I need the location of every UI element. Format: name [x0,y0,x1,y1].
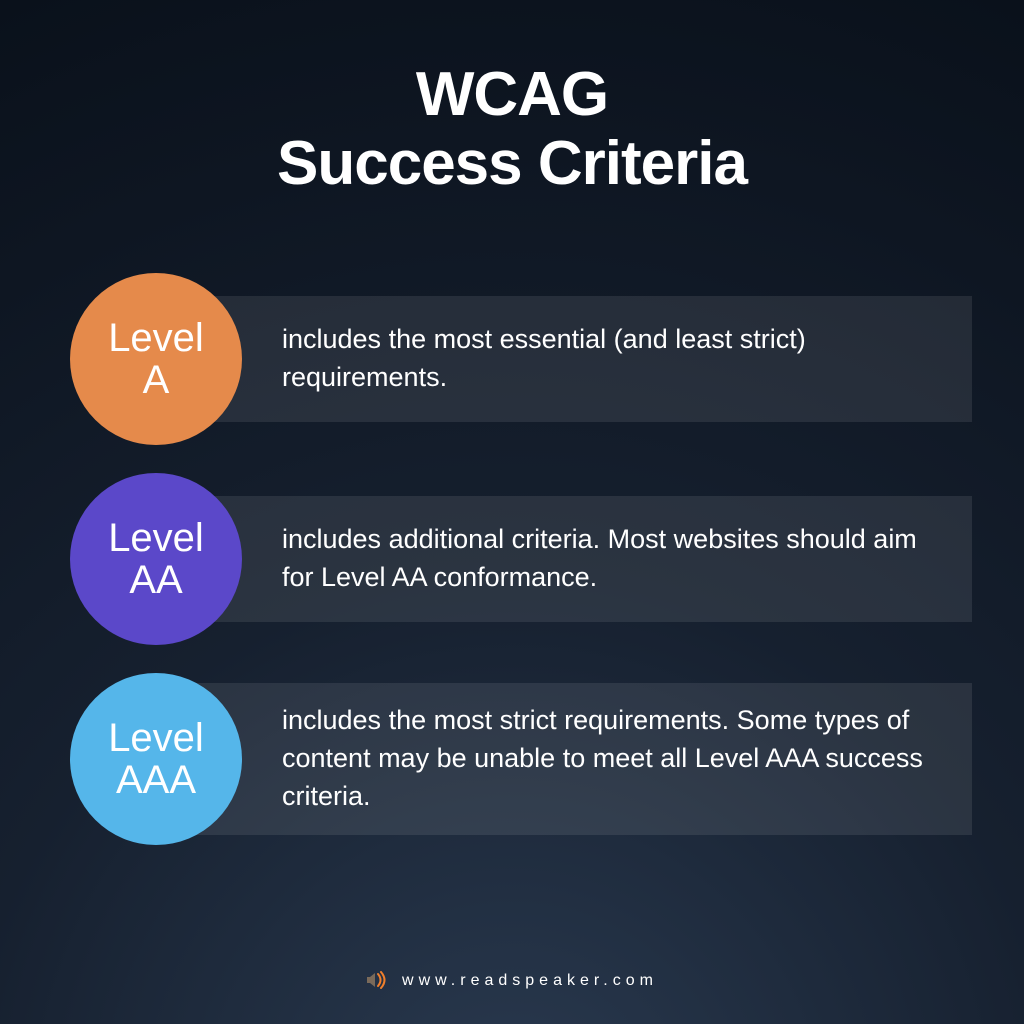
infographic-container: WCAG Success Criteria includes the most … [0,0,1024,1024]
level-badge-a: Level A [70,273,242,445]
badge-word-level: Level [108,317,204,359]
badge-word-level: Level [108,717,204,759]
page-title: WCAG Success Criteria [52,60,972,199]
footer-url: www.readspeaker.com [402,972,658,989]
level-badge-aaa: Level AAA [70,673,242,845]
level-row-aa: includes additional criteria. Most websi… [52,481,972,637]
footer: www.readspeaker.com [0,972,1024,990]
level-bar: includes the most strict requirements. S… [164,683,972,835]
badge-level-letter: A [143,359,170,401]
badge-word-level: Level [108,517,204,559]
level-badge-aa: Level AA [70,473,242,645]
level-bar: includes additional criteria. Most websi… [164,496,972,622]
level-bar: includes the most essential (and least s… [164,296,972,422]
levels-list: includes the most essential (and least s… [52,281,972,837]
speaker-icon [366,971,388,989]
badge-level-letter: AAA [116,759,196,801]
level-description: includes additional criteria. Most websi… [282,521,944,597]
level-row-a: includes the most essential (and least s… [52,281,972,437]
badge-level-letter: AA [129,559,182,601]
level-row-aaa: includes the most strict requirements. S… [52,681,972,837]
title-line-1: WCAG [416,60,608,129]
level-description: includes the most strict requirements. S… [282,702,944,815]
title-line-2: Success Criteria [277,129,747,198]
level-description: includes the most essential (and least s… [282,321,944,397]
